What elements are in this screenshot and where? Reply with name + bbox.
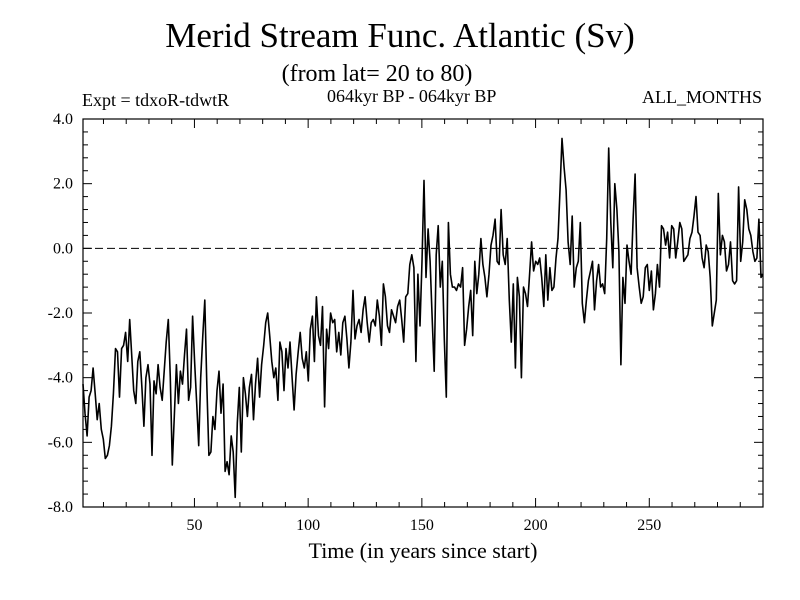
chart-title: Merid Stream Func. Atlantic (Sv): [165, 16, 635, 55]
y-tick-label: 4.0: [53, 111, 73, 128]
x-tick-label: 100: [296, 517, 320, 534]
x-tick-label: 150: [410, 517, 434, 534]
y-tick-label: -6.0: [48, 434, 73, 451]
period-label: 064kyr BP - 064kyr BP: [327, 86, 497, 106]
y-tick-label: -4.0: [48, 370, 73, 387]
axis-ticks: [83, 118, 763, 508]
y-tick-label: 0.0: [53, 240, 73, 257]
x-axis-label: Time (in years since start): [308, 538, 538, 563]
axis-tick-labels: 50 100 150 200 250 -8.0 -6.0 -4.0 -2.0 0.0 2.0 4.0: [48, 111, 662, 534]
x-tick-label: 250: [637, 517, 661, 534]
chart-subtitle: (from lat= 20 to 80): [281, 61, 473, 87]
x-tick-label: 200: [524, 517, 548, 534]
y-tick-label: -8.0: [48, 499, 73, 516]
months-label: ALL_MONTHS: [642, 87, 762, 107]
series-line: [82, 137, 764, 499]
experiment-label: Expt = tdxoR-tdwtR: [82, 90, 230, 110]
y-tick-label: 2.0: [53, 176, 73, 193]
plot-frame: [82, 118, 764, 508]
x-tick-label: 50: [186, 517, 202, 534]
y-tick-label: -2.0: [48, 305, 73, 322]
